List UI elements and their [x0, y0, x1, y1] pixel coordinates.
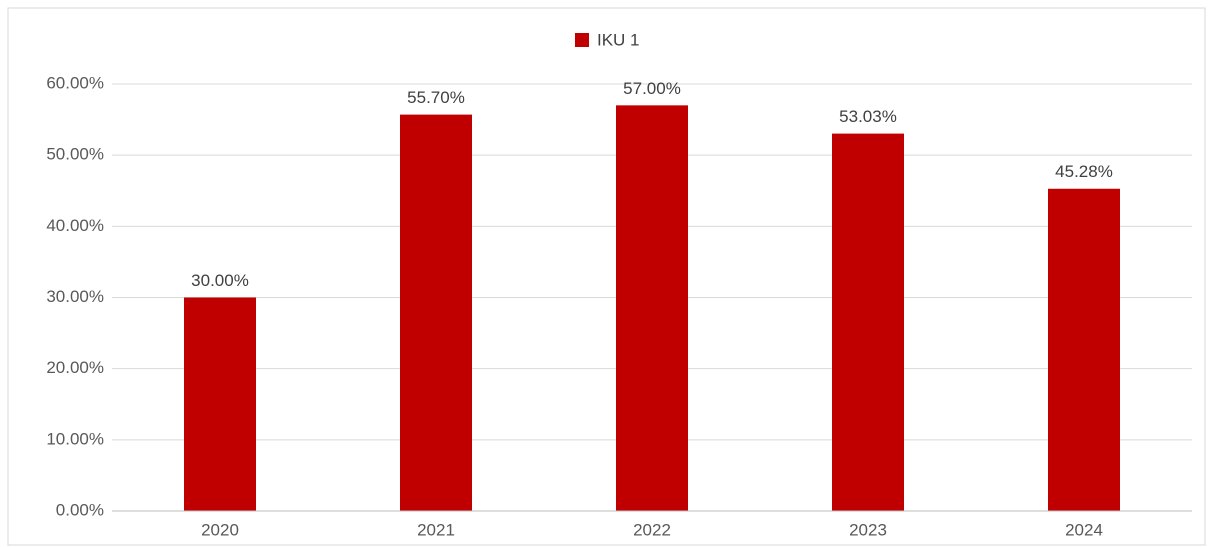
x-tick-label: 2023 [849, 520, 887, 539]
bar [1048, 188, 1120, 512]
data-label: 55.70% [407, 88, 465, 107]
x-tick-label: 2021 [417, 520, 455, 539]
legend-swatch [575, 33, 589, 47]
bar [616, 105, 688, 511]
x-tick-label: 2022 [633, 520, 671, 539]
legend-label: IKU 1 [597, 30, 640, 49]
y-tick-label: 10.00% [46, 429, 104, 448]
y-tick-label: 0.00% [56, 500, 104, 519]
data-label: 53.03% [839, 107, 897, 126]
x-tick-label: 2020 [201, 520, 239, 539]
bar [184, 297, 256, 511]
y-tick-label: 50.00% [46, 145, 104, 164]
y-tick-label: 20.00% [46, 358, 104, 377]
y-tick-label: 40.00% [46, 216, 104, 235]
bar [400, 114, 472, 511]
data-label: 45.28% [1055, 162, 1113, 181]
bar [832, 133, 904, 512]
data-label: 30.00% [191, 271, 249, 290]
x-tick-label: 2024 [1065, 520, 1103, 539]
y-tick-label: 60.00% [46, 73, 104, 92]
y-tick-label: 30.00% [46, 287, 104, 306]
data-label: 57.00% [623, 79, 681, 98]
